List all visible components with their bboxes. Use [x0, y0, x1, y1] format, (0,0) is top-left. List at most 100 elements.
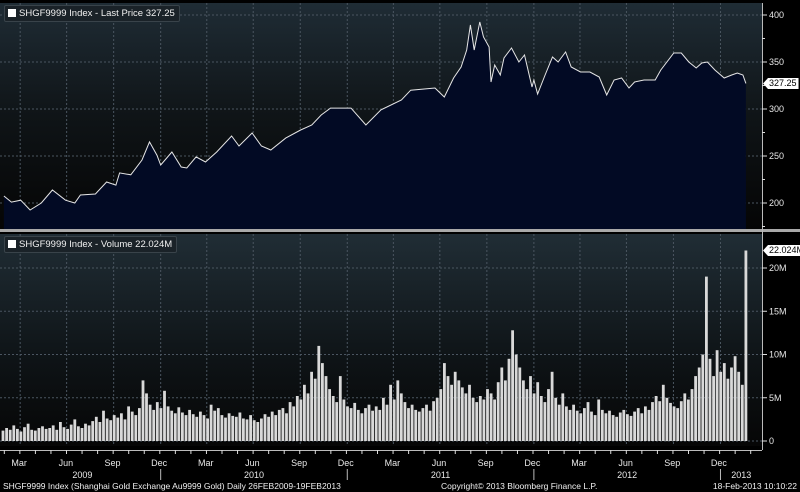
last-volume-tag: 22.024M [763, 245, 800, 256]
volume-bar [615, 416, 619, 441]
month-label: Dec [151, 458, 168, 468]
volume-bar [439, 389, 443, 441]
volume-bar [399, 393, 403, 441]
volume-bar [109, 420, 113, 441]
volume-bar [733, 356, 737, 441]
volume-bar [482, 399, 486, 441]
year-label: 2009 [72, 470, 92, 480]
volume-bar [141, 380, 145, 441]
month-label: Sep [478, 458, 494, 468]
price-y-tick-label: 200 [769, 198, 784, 208]
volume-bar [84, 423, 87, 441]
volume-bar [16, 428, 19, 441]
volume-bar [73, 419, 77, 441]
volume-bar [654, 396, 658, 441]
volume-bar [191, 414, 195, 441]
volume-bar [145, 393, 148, 441]
volume-bar [493, 399, 496, 441]
volume-bar [173, 413, 177, 441]
volume-bar [712, 376, 715, 441]
volume-bar [715, 350, 719, 441]
volume-bar [12, 425, 16, 441]
volume-bar [159, 408, 163, 441]
volume-bar [87, 425, 91, 441]
volume-bar [425, 404, 428, 441]
volume-bar [51, 425, 55, 441]
volume-bar [669, 402, 672, 441]
month-label: Mar [571, 458, 587, 468]
volume-bar [181, 412, 184, 441]
volume-bar [44, 428, 48, 441]
volume-bar [306, 393, 310, 441]
volume-bar [532, 393, 536, 441]
price-y-tick-label: 250 [769, 151, 784, 161]
volume-bar [572, 404, 575, 441]
volume-bar [392, 399, 396, 441]
month-label: Dec [711, 458, 728, 468]
volume-bar [529, 376, 532, 441]
volume-bar [277, 409, 281, 441]
footer-description: SHGF9999 Index (Shanghai Gold Exchange A… [3, 481, 341, 491]
volume-bar [471, 397, 475, 442]
volume-bar [116, 417, 120, 441]
volume-bar [281, 408, 285, 441]
volume-bar [62, 427, 66, 441]
volume-bar [651, 402, 654, 441]
volume-bar [152, 409, 156, 441]
volume-bar [177, 407, 181, 441]
volume-bar [338, 376, 342, 441]
volume-bar [730, 367, 733, 441]
volume-bar [486, 389, 489, 441]
volume-legend: SHGF9999 Index - Volume 22.024M [4, 236, 178, 253]
volume-bar [618, 412, 622, 441]
volume-bar [565, 406, 568, 441]
volume-bar [1, 430, 5, 441]
volume-bar [98, 422, 102, 441]
volume-bar [536, 382, 540, 441]
volume-bar [360, 413, 364, 441]
volume-bar [184, 415, 188, 441]
footer-copyright: Copyright© 2013 Bloomberg Finance L.P. [441, 481, 598, 491]
volume-bar [640, 413, 644, 441]
volume-bar [346, 406, 349, 441]
month-label: Mar [11, 458, 27, 468]
volume-bar [496, 382, 500, 441]
volume-bar [238, 412, 242, 441]
volume-bar [626, 414, 629, 441]
price-y-tick-label: 300 [769, 104, 784, 114]
price-line [3, 21, 747, 211]
month-label: Jun [59, 458, 74, 468]
volume-bar [525, 389, 529, 441]
month-label: Jun [618, 458, 633, 468]
volume-bar [270, 411, 274, 441]
volume-bar [697, 367, 701, 441]
volume-bar [213, 410, 217, 441]
volume-bar [224, 417, 227, 441]
volume-bar [285, 413, 288, 441]
volume-bar [367, 404, 371, 441]
volume-bar [23, 427, 26, 441]
volume-bar [690, 389, 694, 441]
volume-bar [353, 402, 357, 441]
volume-bar [335, 402, 339, 441]
volume-bar [590, 411, 593, 441]
volume-bar [288, 402, 292, 441]
volume-bar [371, 410, 374, 441]
volume-bar [138, 408, 141, 441]
volume-bar [554, 397, 558, 442]
volume-bar [295, 396, 299, 441]
year-label: 2011 [431, 470, 450, 480]
volume-bar [557, 404, 561, 441]
volume-bar [127, 406, 130, 441]
price-y-tick-label: 350 [769, 57, 784, 67]
volume-bar [450, 384, 453, 441]
volume-bar [622, 409, 626, 441]
volume-bar [414, 409, 418, 441]
volume-bar [550, 371, 554, 441]
volume-bar [155, 402, 159, 441]
volume-bar [719, 371, 723, 441]
volume-bar [41, 426, 44, 441]
volume-bar [547, 389, 550, 441]
volume-y-tick-label: 5M [769, 393, 782, 403]
volume-bar [597, 399, 601, 441]
